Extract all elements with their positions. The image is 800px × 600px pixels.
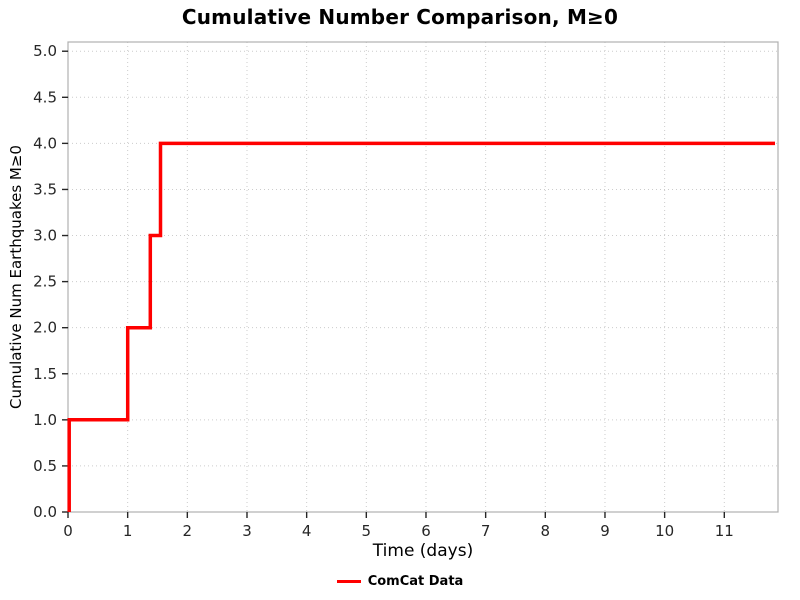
y-tick-label: 2.0 [33,319,57,337]
series-line-comcat-data [67,141,775,512]
x-tick-label: 5 [362,522,372,540]
y-tick-label: 3.5 [33,180,57,198]
x-tick-label: 2 [183,522,193,540]
legend: ComCat Data [0,574,800,589]
y-tick-label: 3.0 [33,227,57,245]
y-tick-label: 0.0 [33,503,57,521]
x-tick-label: 4 [302,522,312,540]
y-tick-label: 1.0 [33,411,57,429]
x-tick-label: 7 [481,522,491,540]
x-tick-label: 10 [655,522,674,540]
y-tick-label: 0.5 [33,457,57,475]
x-tick-label: 3 [242,522,252,540]
x-tick-label: 11 [715,522,734,540]
y-tick-label: 1.5 [33,365,57,383]
x-axis-label: Time (days) [372,541,474,561]
y-tick-label: 2.5 [33,273,57,291]
y-axis-label: Cumulative Num Earthquakes M≥0 [7,145,25,409]
plot-border [67,41,779,513]
legend-label: ComCat Data [367,574,464,589]
x-tick-label: 9 [600,522,610,540]
x-tick-label: 8 [541,522,551,540]
legend-line-marker [336,580,361,583]
y-tick-label: 4.0 [33,134,57,152]
y-tick-label: 5.0 [33,42,57,60]
x-tick-label: 1 [123,522,133,540]
y-tick-label: 4.5 [33,88,57,106]
x-tick-label: 6 [421,522,431,540]
chart-title: Cumulative Number Comparison, M≥0 [181,5,619,29]
x-tick-label: 0 [63,522,73,540]
